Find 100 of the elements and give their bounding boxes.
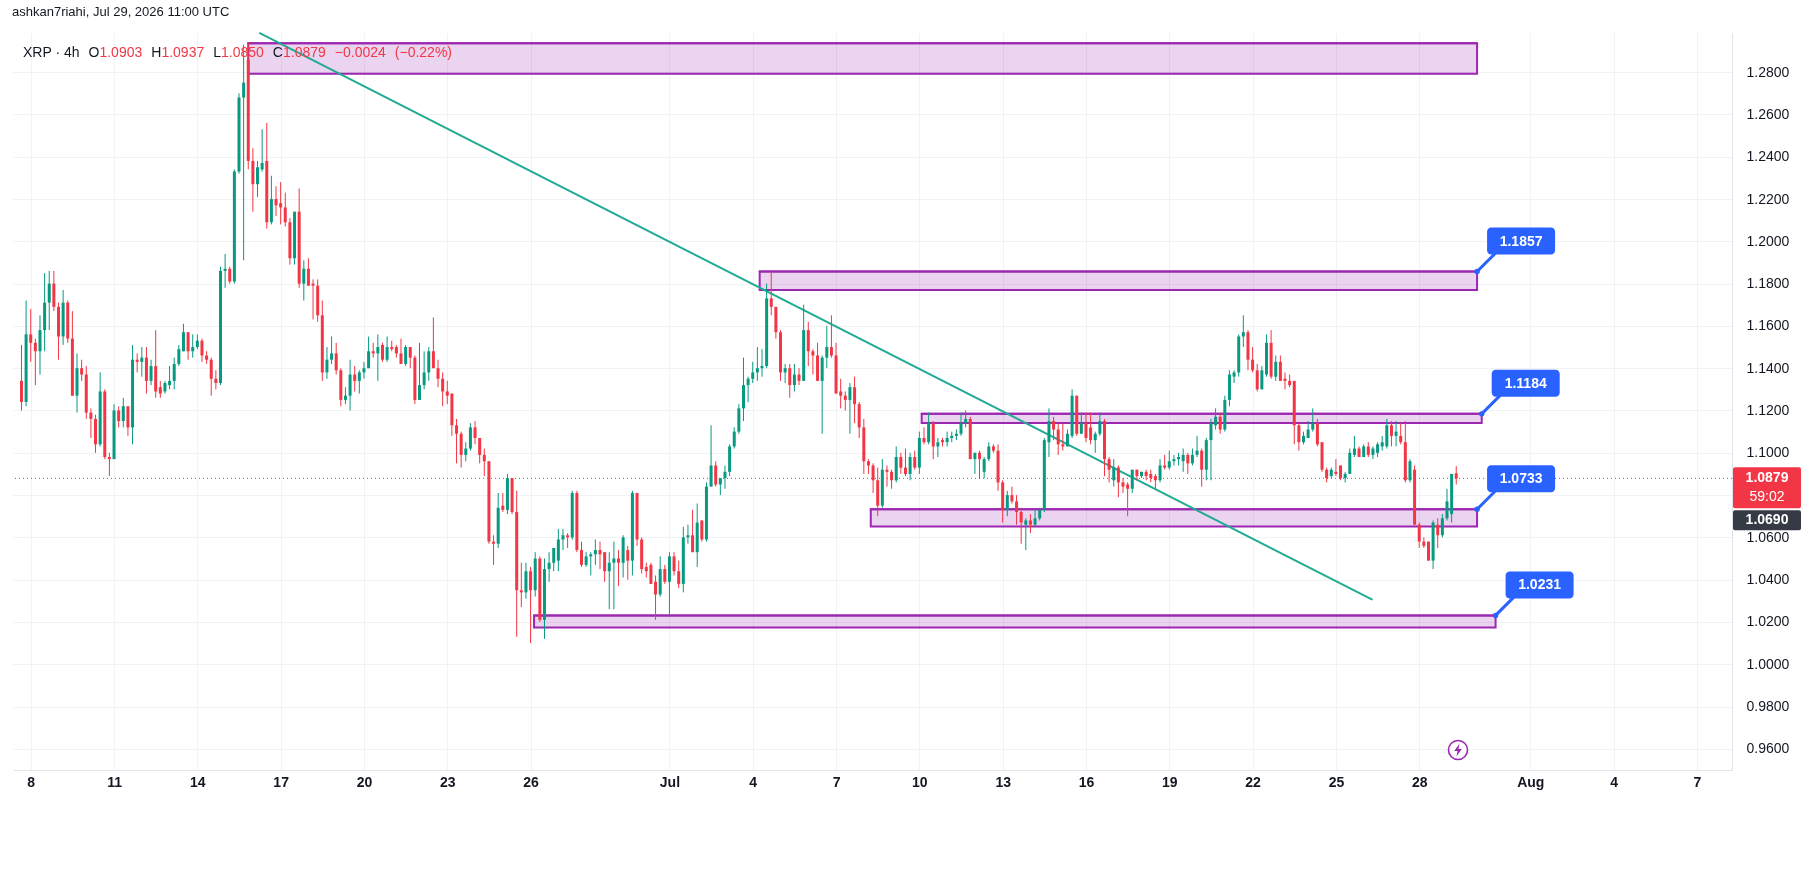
candlestick (519, 562, 523, 608)
x-tick-label: 16 (1078, 773, 1095, 790)
candlestick (19, 344, 23, 411)
candlestick (408, 346, 412, 369)
candlestick (524, 562, 528, 600)
y-tick-label: 1.1400 (1746, 359, 1790, 376)
candlestick (899, 452, 903, 475)
candlestick (492, 534, 496, 566)
candlestick (603, 551, 607, 583)
text: 1.0690 (1745, 511, 1789, 528)
y-tick-label: 1.0200 (1746, 613, 1790, 630)
candlestick (186, 331, 190, 361)
candlestick (612, 541, 616, 610)
candlestick (1061, 422, 1065, 452)
x-tick-label: 20 (356, 773, 373, 790)
candlestick (1274, 355, 1278, 382)
y-tick-label: 1.1600 (1746, 317, 1790, 334)
candlestick (663, 564, 667, 585)
y-tick-label: 1.2000 (1746, 232, 1790, 249)
x-tick-label: 11 (107, 773, 123, 790)
candlestick (283, 192, 287, 227)
candlestick (709, 424, 713, 488)
candlestick (982, 456, 986, 479)
candlestick (825, 325, 829, 369)
candlestick (200, 338, 204, 363)
candlestick (1019, 507, 1023, 545)
candlestick (714, 460, 718, 488)
candlestick (1408, 458, 1412, 483)
x-tick-label: 22 (1245, 773, 1262, 790)
candlestick (126, 405, 130, 437)
annotation: 1.1857 (1499, 232, 1543, 249)
candlestick (1126, 481, 1130, 517)
candlestick (181, 323, 185, 352)
candlestick (1024, 517, 1028, 551)
candlestick (330, 335, 334, 365)
candlestick (1440, 513, 1444, 538)
candlestick (1015, 494, 1019, 526)
candlestick (1089, 412, 1093, 445)
candlestick (617, 549, 621, 587)
candlestick (783, 363, 787, 384)
candlestick (589, 551, 593, 576)
candlestick (843, 390, 847, 411)
candlestick (436, 359, 440, 388)
candlestick (811, 348, 815, 376)
text: XRP · 4h (23, 44, 80, 60)
candlestick (927, 412, 931, 445)
candlestick (1195, 435, 1199, 458)
x-tick-label: 17 (273, 773, 290, 790)
candlestick (140, 346, 144, 378)
y-tick-label: 1.0000 (1746, 655, 1790, 672)
candlestick (149, 359, 153, 386)
text: 59:02 (1749, 488, 1785, 505)
candlestick (431, 316, 435, 369)
candlestick (1255, 363, 1259, 392)
candlestick (1371, 445, 1375, 460)
candlestick (501, 492, 505, 513)
candlestick (751, 361, 755, 384)
candlestick (1218, 412, 1222, 435)
candlestick (1093, 431, 1097, 454)
candlestick (29, 308, 33, 363)
candlestick (376, 333, 380, 382)
candlestick (1121, 477, 1125, 494)
x-tick-label: 26 (523, 773, 540, 790)
x-tick-label: 10 (912, 773, 928, 790)
candlestick (894, 445, 898, 483)
y-tick-label: 1.2800 (1746, 63, 1790, 80)
candlestick (107, 452, 111, 477)
candlestick (1389, 420, 1393, 447)
candlestick (936, 437, 940, 458)
candlestick (168, 365, 172, 390)
candlestick (1098, 412, 1102, 437)
candlestick (1112, 458, 1116, 488)
candlestick (47, 270, 51, 331)
candlestick (1010, 486, 1014, 505)
candlestick (769, 272, 773, 316)
annotation: 1.1184 (1504, 374, 1547, 391)
candlestick (1033, 509, 1037, 528)
candlestick (33, 338, 37, 386)
candlestick (478, 437, 482, 464)
candlestick (223, 253, 227, 289)
candlestick (306, 257, 310, 287)
candlestick (556, 528, 560, 572)
candlestick (1315, 418, 1319, 447)
candlestick (649, 562, 653, 585)
candlestick (464, 441, 468, 462)
candlestick (209, 357, 213, 397)
candlestick (135, 352, 139, 373)
candlestick (987, 441, 991, 462)
candlestick (931, 420, 935, 460)
candlestick (677, 560, 681, 589)
candlestick (1334, 458, 1338, 477)
candlestick (607, 551, 611, 610)
candlestick (251, 147, 255, 213)
candlestick (829, 314, 833, 359)
candlestick (482, 448, 486, 477)
x-tick-label: 25 (1328, 773, 1345, 790)
candlestick (1028, 513, 1032, 534)
candlestick (353, 365, 357, 392)
candlestick (404, 344, 408, 367)
x-tick-label: 7 (1693, 773, 1702, 790)
